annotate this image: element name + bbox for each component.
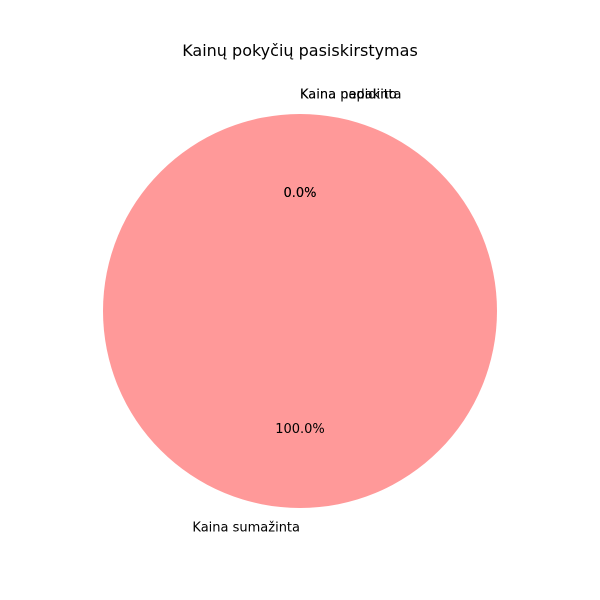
- pie-labels: Kaina sumažinta 100.0% Kaina padidinta 0.0%…: [192, 87, 401, 535]
- slice-label-kaina-suma-inta: Kaina sumažinta: [192, 521, 300, 536]
- slice-percent-kaina-padidinta: 0.0%: [283, 186, 316, 201]
- pie-slices: [103, 114, 497, 508]
- slice-label-kaina-padidinta: Kaina padidinta: [300, 87, 401, 102]
- slice-label-kaina-nepakito: Kaina nepakito: [300, 87, 397, 102]
- slice-percent-kaina-suma-inta: 100.0%: [275, 422, 325, 437]
- chart-title: Kainų pokyčių pasiskirstymas: [182, 41, 418, 60]
- pie-slice-kaina-suma-inta: [103, 114, 497, 508]
- slice-percent-kaina-nepakito: 0.0%: [283, 186, 316, 201]
